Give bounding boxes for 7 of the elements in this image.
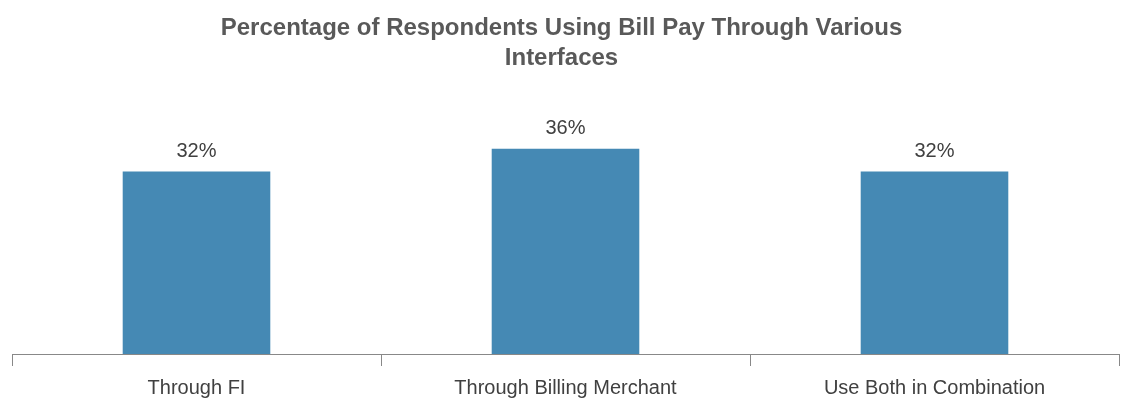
chart-title: Percentage of Respondents Using Bill Pay Through Various Interfaces [219, 12, 904, 72]
data-label: 36% [545, 116, 586, 139]
x-tick-label: Through FI [147, 375, 246, 398]
x-tick-label: Through Billing Merchant [454, 375, 678, 398]
data-label: 32% [176, 139, 217, 162]
data-label: 32% [914, 139, 955, 162]
x-tick-label: Use Both in Combination [823, 375, 1046, 398]
